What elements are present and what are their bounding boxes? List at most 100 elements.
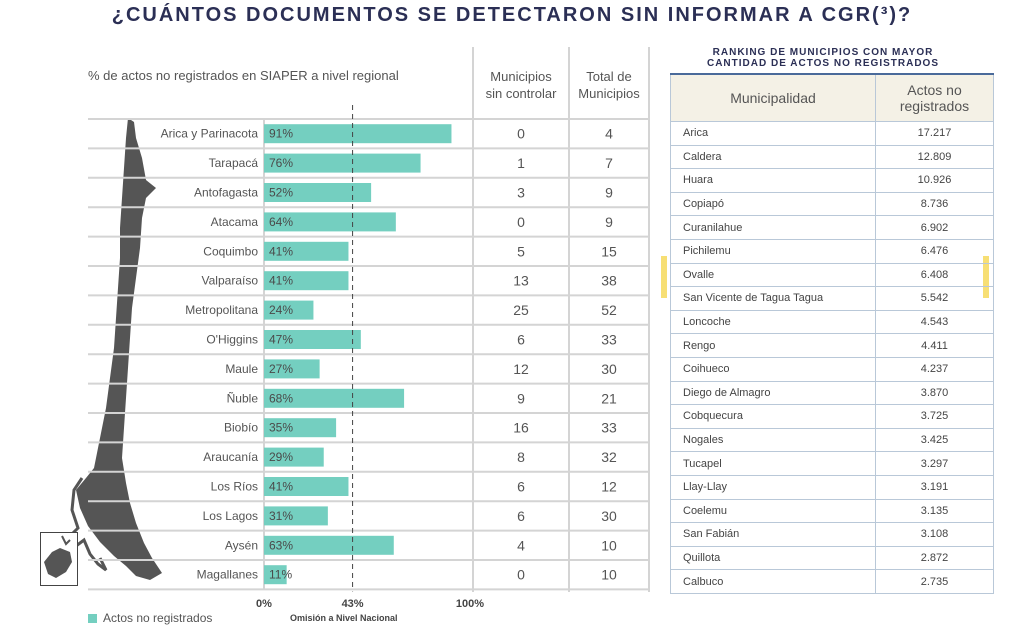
column-divider-right [648, 47, 650, 592]
ranking-row: Llay-Llay 3.191 [670, 475, 994, 500]
ranking-municipalidad: Diego de Almagro [670, 381, 876, 406]
total-municipios-cell: 21 [601, 390, 617, 406]
category-label: Atacama [211, 215, 259, 229]
ranking-row: Coelemu 3.135 [670, 499, 994, 524]
ranking-actos: 2.872 [875, 546, 994, 571]
reference-line-label: Omisión a Nivel Nacional [290, 613, 398, 623]
municipios-header-line2: sin controlar [485, 86, 557, 101]
ranking-row: Arica 17.217 [670, 121, 994, 146]
bar [264, 241, 349, 261]
ranking-actos: 2.735 [875, 569, 994, 594]
ranking-actos: 3.191 [875, 475, 994, 500]
municipios-sin-controlar-cell: 6 [517, 508, 525, 524]
bar [264, 359, 320, 379]
chart-title: % de actos no registrados en SIAPER a ni… [88, 68, 399, 83]
bar [264, 477, 349, 496]
ranking-actos: 6.902 [875, 215, 994, 240]
page-title: ¿CUÁNTOS DOCUMENTOS SE DETECTARON SIN IN… [111, 4, 913, 26]
ranking-row: Nogales 3.425 [670, 428, 994, 453]
ranking-actos: 6.408 [875, 263, 994, 288]
municipios-sin-controlar-cell: 16 [513, 420, 529, 436]
category-label: Aysén [225, 538, 258, 552]
bar [264, 183, 372, 202]
ranking-municipalidad: Curanilahue [670, 215, 876, 240]
x-tick-label: 100% [456, 598, 484, 610]
municipios-sin-controlar-cell: 6 [517, 479, 525, 495]
ranking-actos: 6.476 [875, 239, 994, 264]
bar [264, 447, 324, 467]
municipios-sin-controlar-cell: 4 [517, 537, 525, 553]
bar-value-label: 29% [269, 450, 293, 464]
municipios-sin-controlar-cell: 5 [517, 243, 525, 259]
bar-value-label: 35% [269, 421, 293, 435]
ranking-actos: 3.135 [875, 499, 994, 524]
ranking-municipalidad: Tucapel [670, 451, 876, 476]
ranking-municipalidad: Copiapó [670, 192, 876, 217]
ranking-row: Pichilemu 6.476 [670, 239, 994, 264]
total-municipios-cell: 15 [601, 243, 617, 259]
category-label: Ñuble [227, 391, 259, 405]
bar [264, 535, 394, 555]
bar [264, 271, 349, 291]
ranking-row: Tucapel 3.297 [670, 451, 994, 476]
ranking-row: San Vicente de Tagua Tagua 5.542 [670, 286, 994, 311]
category-label: Arica y Parinacota [161, 127, 259, 141]
total-municipios-cell: 30 [601, 508, 617, 524]
municipios-sin-controlar-cell: 1 [517, 155, 525, 171]
ranking-municipalidad: Huara [670, 168, 876, 193]
bar-value-label: 41% [269, 274, 293, 288]
bar [264, 330, 361, 349]
column-divider-left [472, 47, 474, 592]
ranking-municipalidad: Rengo [670, 333, 876, 358]
bar [264, 418, 337, 438]
legend-label: Actos no registrados [103, 611, 213, 625]
ranking-actos: 12.809 [875, 145, 994, 170]
total-municipios-cell: 33 [601, 332, 617, 348]
ranking-title-line2: CANTIDAD DE ACTOS NO REGISTRADOS [706, 58, 939, 69]
bar-value-label: 41% [269, 244, 293, 258]
total-municipios-cell: 4 [605, 126, 613, 142]
bar [264, 153, 421, 173]
ranking-actos: 3.297 [875, 451, 994, 476]
bar-value-label: 24% [269, 303, 293, 317]
bar [264, 124, 452, 144]
ranking-actos: 4.237 [875, 357, 994, 382]
category-label: Maule [225, 362, 258, 376]
header-actos-line1: Actos no [907, 82, 962, 98]
ranking-municipalidad: San Vicente de Tagua Tagua [670, 286, 876, 311]
ranking-row: Huara 10.926 [670, 168, 994, 193]
total-header-line2: Municipios [578, 86, 640, 101]
ranking-row: Curanilahue 6.902 [670, 215, 994, 240]
bar-value-label: 52% [269, 186, 293, 200]
ranking-actos: 4.411 [875, 333, 994, 358]
municipios-header-line1: Municipios [490, 69, 552, 84]
total-municipios-cell: 9 [605, 214, 613, 230]
bar [264, 388, 405, 408]
x-tick-label: 43% [342, 598, 364, 610]
category-label: Araucanía [203, 450, 258, 464]
ranking-row: Cobquecura 3.725 [670, 404, 994, 429]
header-actos-line2: registrados [899, 98, 970, 114]
category-label: Tarapacá [209, 156, 259, 170]
bar-value-label: 76% [269, 156, 293, 170]
antarctica-inset-icon [40, 532, 78, 586]
ranking-header-row: Municipalidad Actos no registrados [670, 73, 994, 122]
bar [264, 212, 396, 232]
municipios-sin-controlar-cell: 12 [513, 361, 529, 377]
total-municipios-cell: 7 [605, 155, 613, 171]
ranking-body: Arica 17.217 Caldera 12.809 Huara 10.926 Copia… [670, 121, 994, 594]
bar-value-label: 47% [269, 333, 293, 347]
ranking-row: Rengo 4.411 [670, 333, 994, 358]
municipios-sin-controlar-cell: 6 [517, 332, 525, 348]
total-municipios-cell: 9 [605, 185, 613, 201]
ranking-row: Ovalle 6.408 [670, 263, 994, 288]
bar-value-label: 64% [269, 215, 293, 229]
bar-value-label: 41% [269, 480, 293, 494]
total-municipios-cell: 52 [601, 302, 617, 318]
ranking-municipalidad: Arica [670, 121, 876, 146]
category-label: Coquimbo [203, 244, 258, 258]
ranking-title-line1: RANKING DE MUNICIPIOS CON MAYOR [712, 47, 934, 58]
ranking-municipalidad: Cobquecura [670, 404, 876, 429]
ranking-row: Copiapó 8.736 [670, 192, 994, 217]
